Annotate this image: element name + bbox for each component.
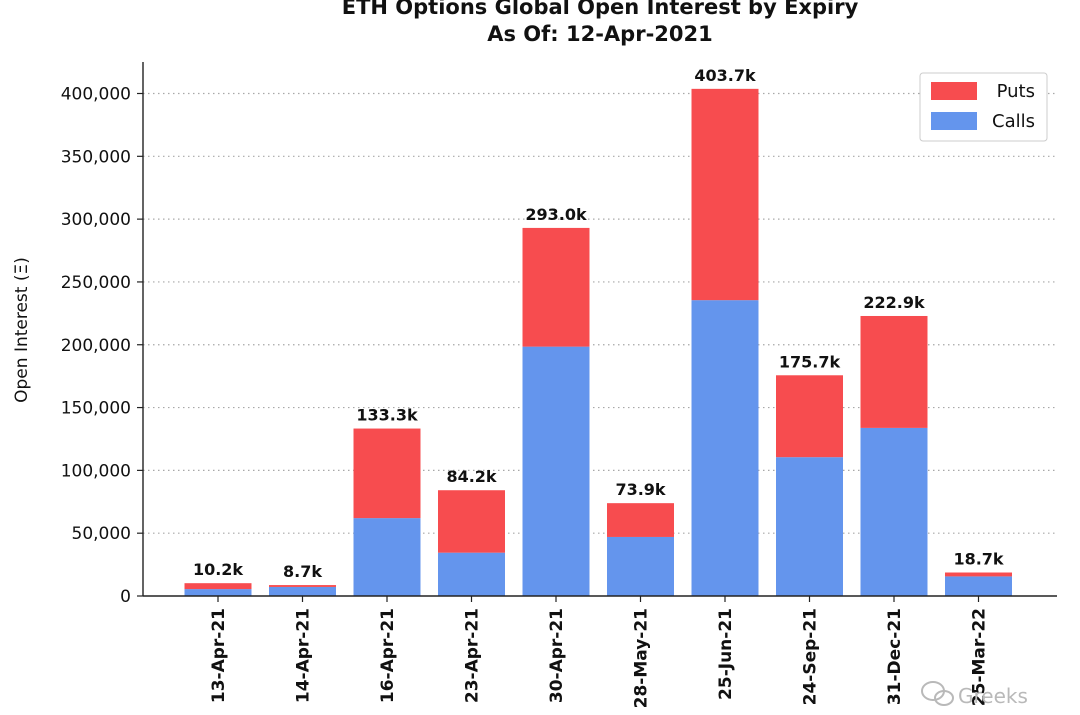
- legend-swatch: [931, 112, 977, 130]
- y-axis-label: Open Interest (Ξ): [12, 257, 32, 403]
- y-tick-label: 200,000: [61, 336, 131, 356]
- bar-total-label: 403.7k: [694, 66, 756, 85]
- bar-total-label: 175.7k: [779, 352, 841, 371]
- bars: [184, 88, 1012, 596]
- legend-label: Puts: [997, 81, 1035, 102]
- y-tick-label: 350,000: [61, 147, 131, 167]
- bar-puts: [691, 88, 759, 301]
- y-tick-label: 0: [120, 587, 131, 607]
- bar-calls: [184, 589, 252, 596]
- x-tick-label: 28-May-21: [632, 608, 652, 708]
- x-tick-label: 14-Apr-21: [294, 608, 314, 703]
- y-tick-label: 300,000: [61, 210, 131, 230]
- total-labels: 10.2k 8.7k 133.3k 84.2k 293.0k 73.9k 403.7k 175…: [193, 66, 1004, 581]
- chart-subtitle: As Of: 12-Apr-2021: [487, 22, 713, 46]
- bar-total-label: 293.0k: [525, 205, 587, 224]
- legend: Puts Calls: [919, 72, 1048, 142]
- bar-puts: [945, 572, 1012, 577]
- legend-swatch: [931, 82, 977, 100]
- bar-puts: [353, 428, 421, 519]
- bar-puts: [522, 227, 590, 347]
- bar-total-label: 73.9k: [615, 480, 665, 499]
- x-tick-label: 23-Apr-21: [463, 608, 483, 703]
- bar-calls: [776, 457, 843, 596]
- bar-calls: [269, 586, 336, 596]
- axes: 0 50,000 100,000 150,000 200,000 250,000 300,0…: [61, 62, 1057, 708]
- y-tick-label: 50,000: [72, 524, 131, 544]
- bar-puts: [607, 503, 674, 537]
- bar-puts: [776, 375, 843, 458]
- legend-label: Calls: [992, 111, 1035, 132]
- bar-calls: [438, 552, 505, 596]
- x-tick-label: 13-Apr-21: [209, 608, 229, 703]
- bar-calls: [945, 576, 1012, 596]
- bar-puts: [438, 490, 505, 553]
- bar-total-label: 18.7k: [953, 550, 1003, 569]
- x-tick-label: 24-Sep-21: [801, 608, 821, 705]
- bar-calls: [691, 300, 759, 596]
- bar-calls: [353, 518, 421, 596]
- x-tick-label: 30-Apr-21: [547, 608, 567, 703]
- chart-title: ETH Options Global Open Interest by Expi…: [342, 0, 859, 19]
- y-tick-label: 150,000: [61, 399, 131, 419]
- x-tick-label: 16-Apr-21: [378, 608, 398, 703]
- bar-total-label: 8.7k: [283, 562, 322, 581]
- bar-total-label: 10.2k: [193, 560, 243, 579]
- bar-puts: [184, 583, 252, 590]
- watermark: Greeks: [921, 681, 1028, 708]
- bar-calls: [860, 427, 928, 596]
- bar-puts: [860, 315, 928, 428]
- bar-total-label: 222.9k: [863, 293, 925, 312]
- x-tick-label: 25-Jun-21: [716, 608, 736, 700]
- bar-total-label: 133.3k: [356, 406, 418, 425]
- bar-puts: [269, 585, 336, 587]
- wechat-icon: [921, 681, 954, 706]
- watermark-text: Greeks: [958, 684, 1028, 708]
- y-tick-label: 250,000: [61, 273, 131, 293]
- bar-calls: [607, 536, 674, 596]
- x-tick-label: 25-Mar-22: [970, 608, 990, 706]
- y-tick-label: 400,000: [61, 85, 131, 105]
- y-tick-label: 100,000: [61, 461, 131, 481]
- x-tick-label: 31-Dec-21: [885, 608, 905, 705]
- bar-total-label: 84.2k: [446, 467, 496, 486]
- bar-calls: [522, 346, 590, 596]
